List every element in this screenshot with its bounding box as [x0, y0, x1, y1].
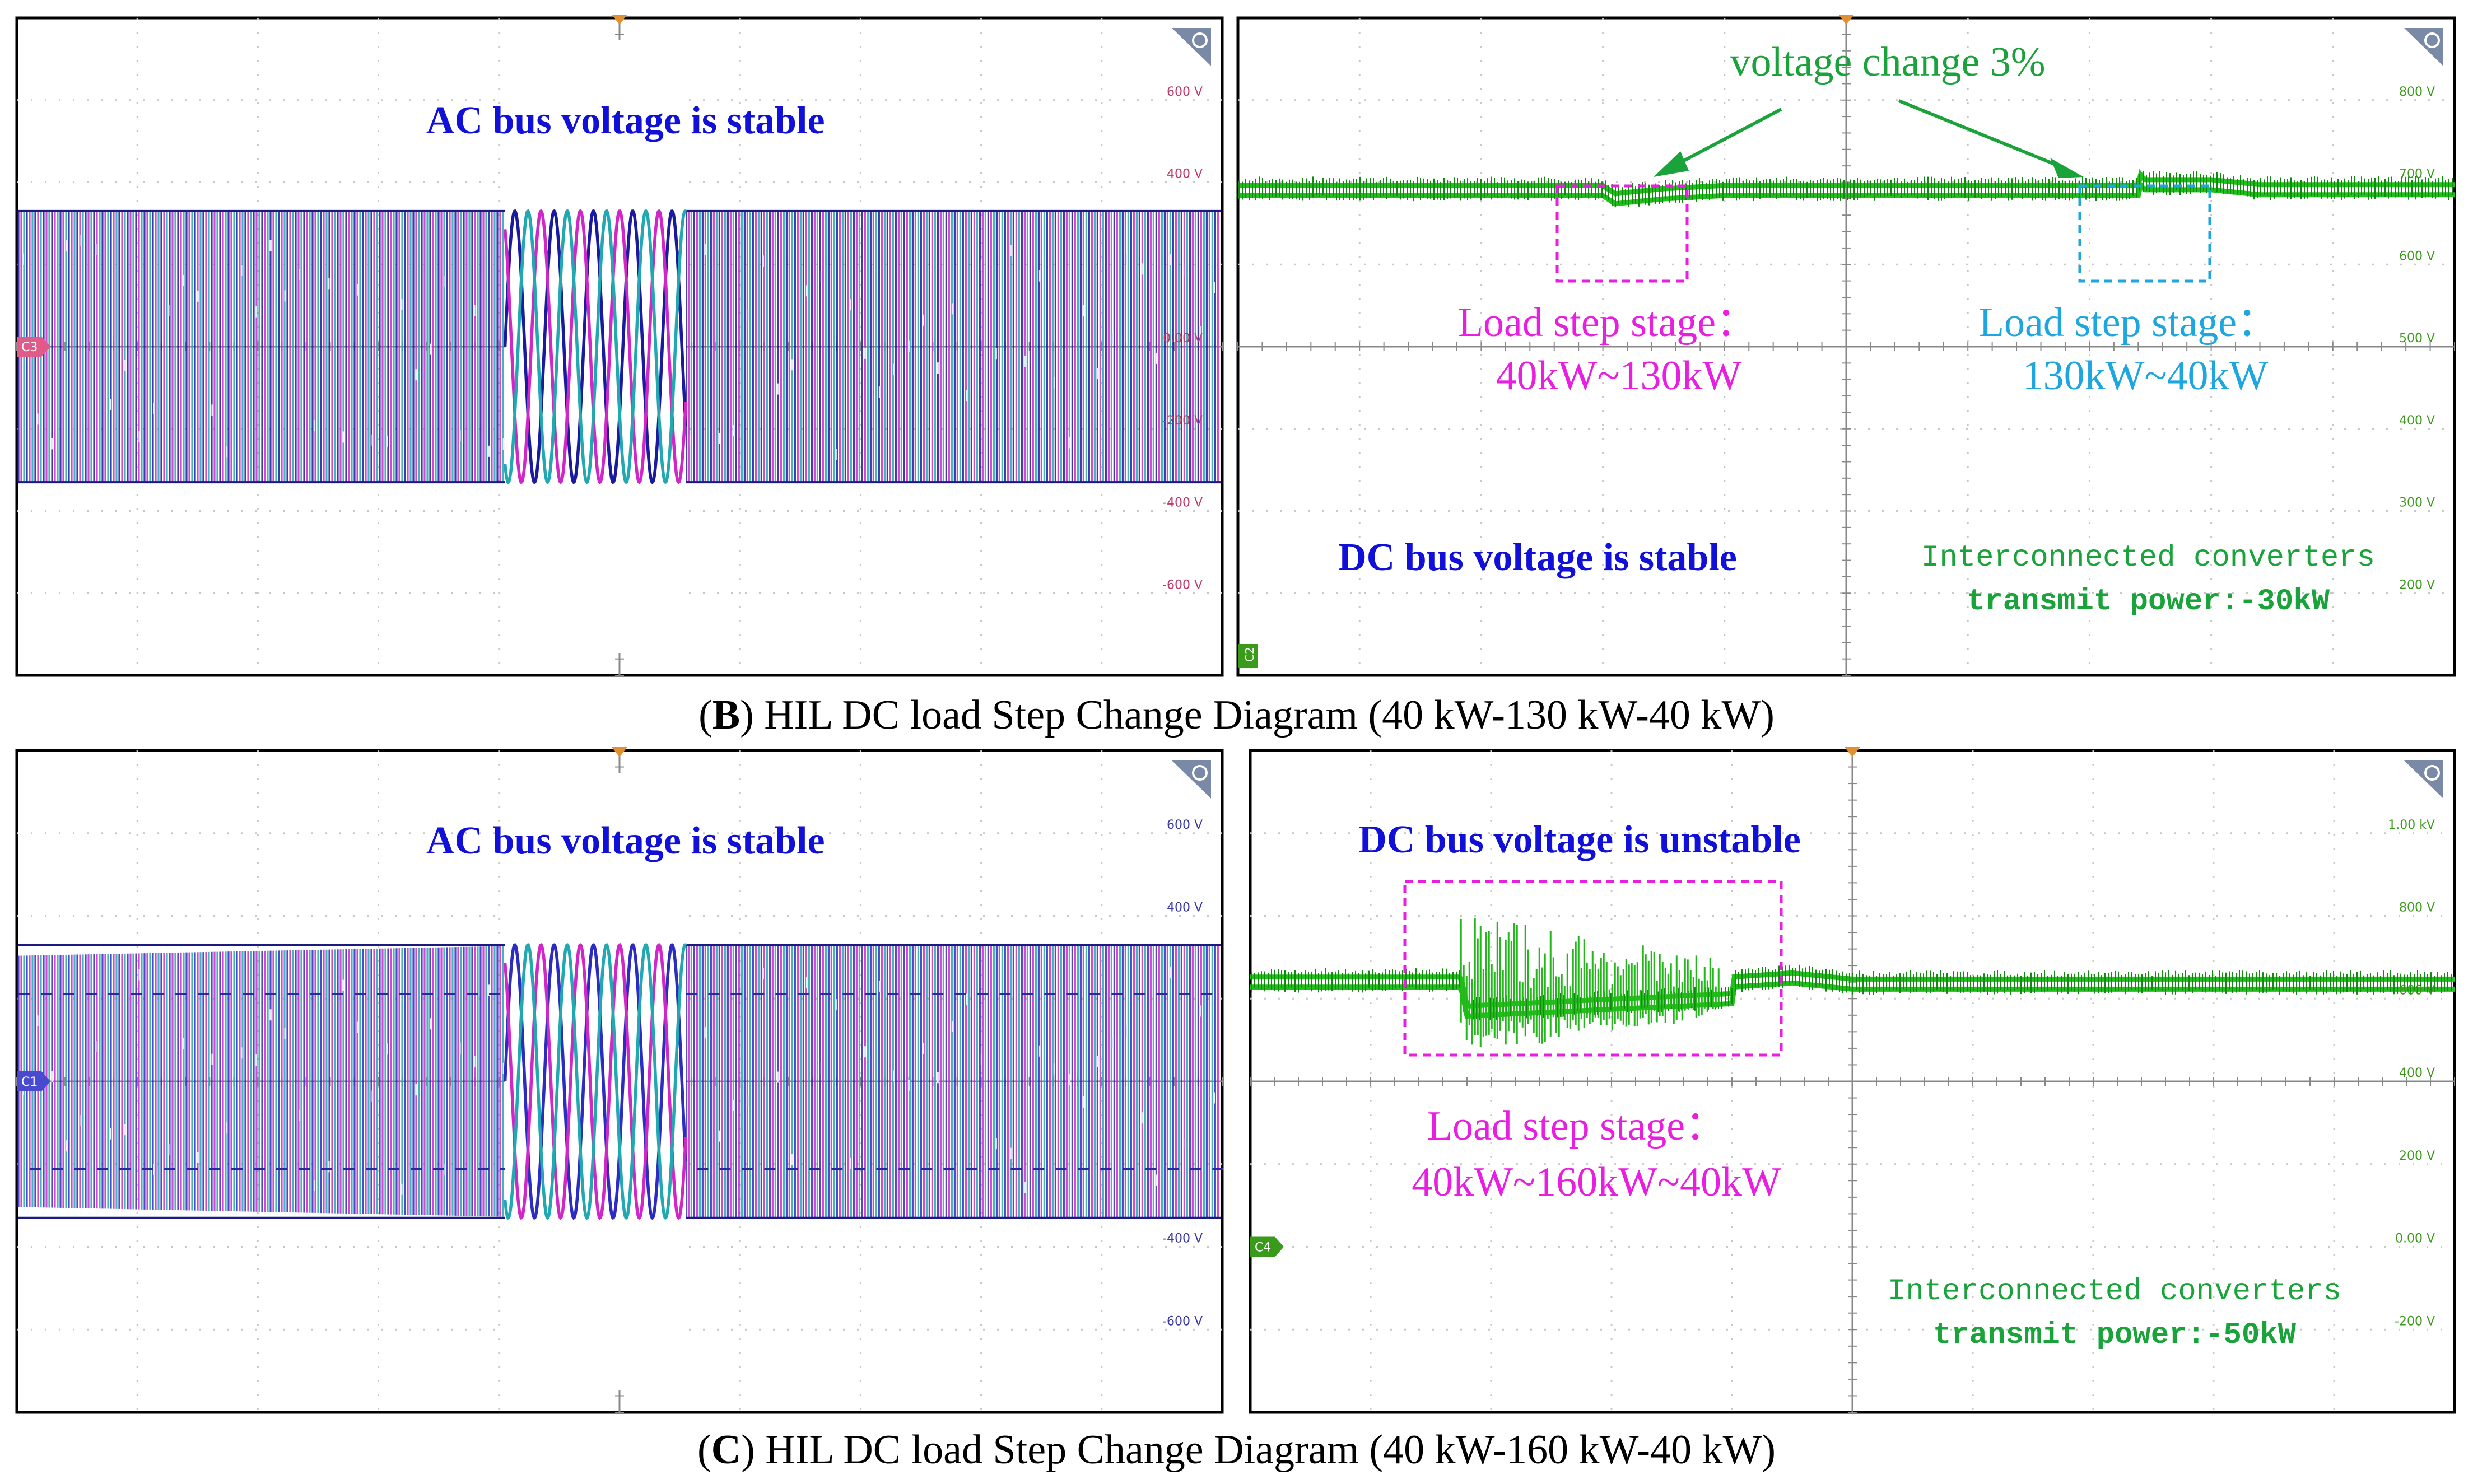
y-tick-label: -600 V [1162, 1314, 1203, 1328]
channel-marker [1250, 1236, 1284, 1257]
load-step-box [1403, 880, 1783, 1057]
ac-phase-phase-A [503, 209, 688, 484]
zoom-icon [2404, 760, 2443, 799]
y-tick-label: 200 V [2399, 1149, 2435, 1163]
y-tick-label: -200 V [1162, 414, 1203, 428]
panel-b-dc: 800 V 700 V 600 V 500 V 400 V 300 V 200 V C2 vol… [1236, 15, 2456, 677]
y-tick-label: 500 V [2399, 332, 2435, 346]
y-tick-label: -200 V [2395, 1314, 2435, 1328]
ac-phase-phase-C [503, 209, 687, 484]
channel-label: C4 [1255, 1241, 1271, 1255]
load-step-box-1 [1555, 184, 1689, 283]
zoom-lens-icon [2424, 32, 2440, 48]
annotation-power: transmit power:-50kW [1933, 1318, 2297, 1352]
channel-marker [17, 1071, 50, 1091]
y-tick-label: 800 V [2399, 85, 2435, 99]
arrow-head-2 [2050, 158, 2084, 178]
y-tick-label: 0.00 V [2395, 1232, 2435, 1246]
ac-title: AC bus voltage is stable [426, 99, 825, 142]
caption-c: (C) HIL DC load Step Change Diagram (40 … [697, 1427, 1776, 1473]
trigger-marker [1845, 747, 1860, 757]
load-step-box-2 [2078, 184, 2211, 283]
arrow-line-1 [1671, 108, 1782, 169]
channel-marker [17, 337, 50, 357]
annotation-power: transmit power:-30kW [1967, 585, 2330, 619]
arrow-head-1 [1654, 151, 1689, 177]
zoom-lens-icon [2424, 765, 2440, 781]
panel-c-dc: 1.00 kV 800 V 600 V 400 V 200 V 0.00 V -200 V C… [1249, 747, 2456, 1414]
trigger-marker [612, 15, 627, 25]
y-tick-label: -400 V [1162, 496, 1203, 510]
annotation-load-step: Load step stage： [1427, 1103, 1726, 1149]
annotation-converters: Interconnected converters [1888, 1275, 2341, 1309]
annotation-load-step-1: Load step stage： [1458, 300, 1757, 346]
dc-title: DC bus voltage is unstable [1358, 818, 1801, 861]
dc-title: DC bus voltage is stable [1338, 536, 1737, 579]
y-tick-label: 800 V [2399, 901, 2435, 915]
zoom-icon [1172, 760, 1211, 799]
y-tick-label: -600 V [1162, 578, 1203, 592]
channel-label: C2 [1243, 647, 1256, 662]
arrow-line-2 [1898, 99, 2062, 169]
annotation-voltage-change: voltage change 3% [1730, 39, 2046, 85]
ac-title: AC bus voltage is stable [426, 819, 825, 862]
zoom-icon [2404, 28, 2443, 66]
caption-b: (B) HIL DC load Step Change Diagram (40 … [698, 692, 1775, 738]
y-tick-label: 400 V [1167, 901, 1203, 915]
channel-label: C1 [21, 1075, 38, 1089]
annotation-load-step-2: Load step stage： [1979, 300, 2278, 346]
y-tick-label: 400 V [2399, 1066, 2435, 1080]
y-tick-label: 200 V [2399, 578, 2435, 592]
annotation-load-range: 40kW~160kW~40kW [1412, 1159, 1781, 1205]
channel-label: C3 [21, 340, 38, 354]
y-tick-label: 600 V [2399, 249, 2435, 263]
trigger-marker [612, 747, 627, 757]
y-tick-label: -400 V [1162, 1232, 1203, 1246]
y-tick-label: 700 V [2399, 167, 2435, 181]
y-tick-label: 300 V [2399, 496, 2435, 510]
zoom-icon [1172, 28, 1211, 66]
y-tick-label: 400 V [1167, 167, 1203, 181]
annotation-converters: Interconnected converters [1921, 541, 2375, 575]
annotation-load-range-2: 130kW~40kW [2023, 353, 2269, 399]
panel-b-ac: 600 V 400 V 0.00 V -200 V -400 V -600 V C3 AC b… [15, 15, 1224, 677]
ac-phase-phase-A [503, 943, 688, 1220]
zoom-lens-icon [1192, 765, 1208, 781]
y-tick-label: 1.00 kV [2388, 818, 2435, 832]
y-tick-label: 400 V [2399, 414, 2435, 428]
trigger-marker [1838, 15, 1854, 25]
y-tick-label: 600 V [1167, 818, 1203, 832]
annotation-load-range-1: 40kW~130kW [1496, 353, 1742, 399]
zoom-lens-icon [1192, 32, 1208, 48]
y-tick-label: 600 V [1167, 85, 1203, 99]
channel-marker [1238, 644, 1258, 668]
ac-phase-phase-C [503, 943, 687, 1220]
y-tick-label: 0.00 V [1163, 332, 1203, 346]
panel-c-ac: 600 V 400 V -400 V -600 V C1 AC bus voltage i… [15, 747, 1224, 1414]
y-tick-label: 600 V [2399, 983, 2435, 997]
